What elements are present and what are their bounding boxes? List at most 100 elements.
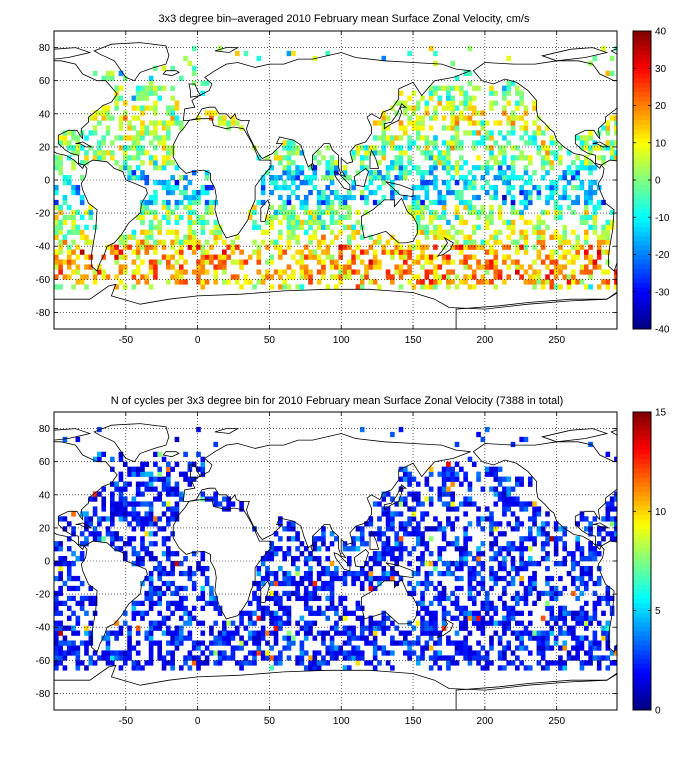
data-bin xyxy=(166,155,171,161)
data-bin xyxy=(553,541,559,547)
data-bin xyxy=(303,556,309,562)
colorbar-segment xyxy=(633,180,651,186)
data-bin xyxy=(407,140,412,146)
data-bin xyxy=(170,264,175,270)
data-bin xyxy=(441,199,447,206)
data-bin xyxy=(295,620,300,626)
data-bin xyxy=(394,100,399,106)
data-bin xyxy=(467,481,473,487)
data-bin xyxy=(415,170,421,176)
data-bin xyxy=(553,229,559,235)
data-bin xyxy=(342,605,348,611)
data-bin xyxy=(299,284,305,290)
data-bin xyxy=(579,551,585,557)
data-bin xyxy=(84,224,89,230)
data-bin xyxy=(476,561,481,567)
data-bin xyxy=(282,269,287,275)
data-bin xyxy=(403,105,408,111)
data-bin xyxy=(166,486,171,492)
data-bin xyxy=(403,100,408,106)
data-bin xyxy=(575,249,580,255)
chart-title-2: N of cycles per 3x3 degree bin for 2010 … xyxy=(111,395,563,407)
data-bin xyxy=(415,115,421,121)
data-bin xyxy=(209,600,214,606)
data-bin xyxy=(583,516,589,522)
data-bin xyxy=(290,219,296,225)
data-bin xyxy=(183,189,188,196)
data-bin xyxy=(278,605,283,611)
data-bin xyxy=(75,665,81,671)
data-bin xyxy=(153,224,158,230)
data-bin xyxy=(114,85,119,91)
data-bin xyxy=(178,254,184,260)
data-bin xyxy=(196,565,201,572)
data-bin xyxy=(144,660,150,666)
data-bin xyxy=(459,575,464,582)
data-bin xyxy=(385,125,391,131)
colorbar-segment xyxy=(633,161,651,167)
data-bin xyxy=(178,189,184,196)
data-bin xyxy=(497,274,503,280)
data-bin xyxy=(114,506,119,512)
data-bin xyxy=(269,284,275,290)
data-bin xyxy=(105,635,111,641)
data-bin xyxy=(234,259,240,265)
data-bin xyxy=(484,189,490,196)
data-bin xyxy=(583,194,589,201)
data-bin xyxy=(161,620,167,626)
data-bin xyxy=(58,590,63,597)
data-bin xyxy=(566,279,572,285)
data-bin xyxy=(135,115,141,121)
data-bin xyxy=(161,155,167,161)
data-bin xyxy=(540,140,546,146)
data-bin xyxy=(303,575,309,582)
data-bin xyxy=(157,496,163,502)
data-bin xyxy=(540,590,546,597)
data-bin xyxy=(273,209,279,216)
data-bin xyxy=(454,595,460,602)
data-bin xyxy=(420,264,425,270)
data-bin xyxy=(519,100,524,106)
data-bin xyxy=(390,551,395,557)
data-bin xyxy=(540,145,546,151)
data-bin xyxy=(187,570,193,577)
y-tick-label: -40 xyxy=(36,623,51,634)
data-bin xyxy=(148,521,154,527)
data-bin xyxy=(545,184,550,191)
data-bin xyxy=(346,175,352,181)
data-bin xyxy=(290,229,296,235)
data-bin xyxy=(562,630,568,636)
data-bin xyxy=(433,85,438,91)
data-bin xyxy=(614,130,617,136)
data-bin xyxy=(144,630,150,636)
data-bin xyxy=(200,650,206,656)
data-bin xyxy=(97,269,102,275)
data-bin xyxy=(454,516,460,522)
data-bin xyxy=(493,274,499,280)
data-bin xyxy=(523,269,529,275)
data-bin xyxy=(209,259,214,265)
data-bin xyxy=(540,531,546,537)
data-bin xyxy=(312,234,318,240)
data-bin xyxy=(377,645,382,651)
data-bin xyxy=(459,199,464,206)
data-bin xyxy=(583,556,589,562)
data-bin xyxy=(338,650,343,656)
data-bin xyxy=(140,491,145,497)
data-bin xyxy=(523,170,529,176)
data-bin xyxy=(454,140,460,146)
data-bin xyxy=(183,184,188,191)
data-bin xyxy=(161,199,167,206)
data-bin xyxy=(506,55,512,62)
data-bin xyxy=(420,551,425,557)
data-bin xyxy=(196,274,201,280)
colorbar-segment xyxy=(633,203,651,209)
data-bin xyxy=(114,284,119,290)
data-bin xyxy=(148,476,154,482)
data-bin xyxy=(308,274,313,280)
data-bin xyxy=(359,145,365,151)
data-bin xyxy=(105,274,111,280)
data-bin xyxy=(148,625,154,631)
data-bin xyxy=(450,526,456,532)
data-bin xyxy=(605,635,611,641)
